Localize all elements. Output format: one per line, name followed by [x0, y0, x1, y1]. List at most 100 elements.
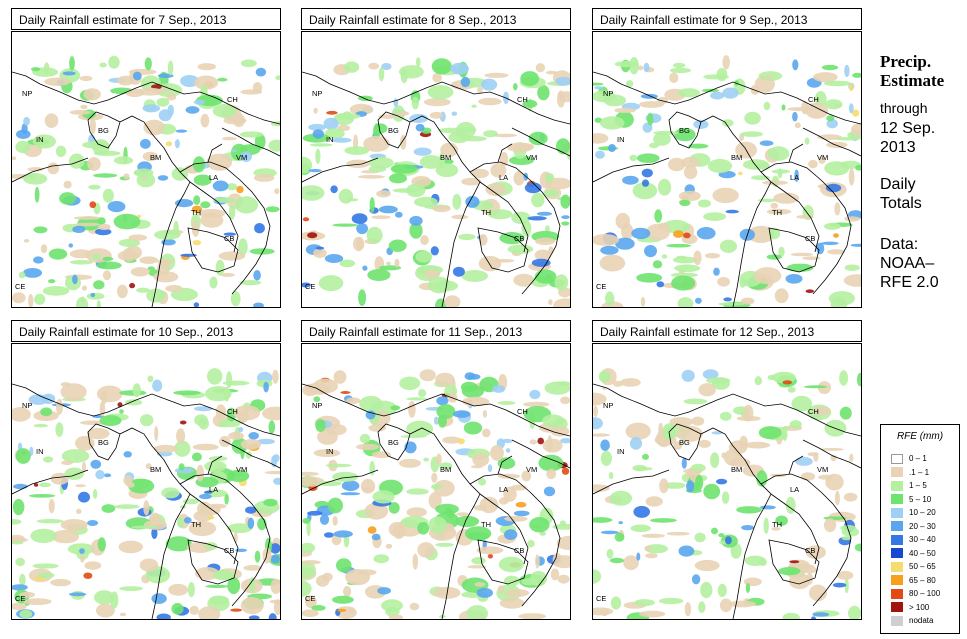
country-border: [377, 423, 411, 461]
rain-patch: [212, 569, 235, 581]
rain-patch: [102, 256, 114, 261]
rain-patch: [438, 127, 465, 134]
rain-patch: [332, 515, 338, 526]
country-border: [12, 383, 280, 437]
rain-patch: [409, 114, 428, 123]
country-label: VM: [817, 153, 828, 162]
legend-swatch: [891, 521, 903, 531]
rain-patch: [529, 439, 537, 445]
rain-patch: [96, 300, 101, 307]
rain-patch: [433, 480, 455, 497]
rain-patch: [430, 246, 439, 256]
rain-patch: [72, 274, 78, 285]
rain-patch: [145, 463, 152, 470]
panel-title: Daily Rainfall estimate for 11 Sep., 201…: [301, 320, 571, 342]
legend-label: 0 – 1: [909, 454, 927, 463]
country-label: VM: [526, 153, 537, 162]
rain-patch: [681, 369, 695, 382]
rain-patch: [174, 139, 180, 149]
country-label: LA: [209, 173, 218, 182]
rain-patch: [253, 270, 261, 281]
rain-patch: [31, 67, 41, 72]
rain-patch: [832, 582, 847, 588]
map-panel-sep7: Daily Rainfall estimate for 7 Sep., 2013…: [11, 8, 283, 308]
rain-patch: [194, 406, 213, 412]
rain-patch: [335, 113, 361, 120]
rain-patch: [151, 527, 158, 539]
rain-patch: [542, 189, 559, 197]
country-border: [768, 227, 820, 273]
rain-patch: [609, 557, 625, 564]
rain-patch: [790, 252, 814, 257]
rain-patch: [497, 585, 504, 594]
rain-patch: [827, 249, 845, 255]
rain-patch: [666, 243, 692, 248]
rain-patch: [451, 111, 458, 116]
rain-patch: [255, 67, 267, 77]
rain-patch: [113, 213, 141, 230]
rain-patch: [791, 395, 813, 412]
rain-patch: [189, 605, 199, 615]
rain-patch: [852, 72, 861, 78]
rain-patch: [153, 444, 178, 453]
rain-patch: [424, 269, 440, 279]
rain-patch: [523, 401, 550, 407]
rain-patch: [183, 517, 192, 524]
country-label: CB: [514, 546, 524, 555]
rain-patch: [789, 420, 802, 429]
rain-patch: [16, 129, 31, 139]
rain-patch: [270, 578, 280, 594]
country-label: CB: [805, 234, 815, 243]
rain-patch: [333, 530, 353, 538]
rain-patch: [703, 74, 729, 80]
rain-patch: [521, 220, 532, 237]
country-label: CH: [808, 407, 819, 416]
rain-patch: [389, 173, 407, 184]
rain-patch: [369, 197, 375, 213]
rain-patch: [548, 299, 553, 305]
rain-patch: [767, 146, 790, 161]
rain-patch: [102, 270, 112, 281]
rain-patch: [521, 578, 538, 586]
rain-patch: [161, 487, 180, 499]
country-border: [221, 127, 280, 157]
rain-patch: [123, 475, 133, 486]
rain-patch: [140, 138, 151, 149]
rain-patch: [147, 375, 154, 383]
rain-patch: [527, 539, 535, 548]
rain-patch: [754, 376, 762, 386]
rainfall-map-svg: NP CH IN BG BM VM LA TH CB CE: [593, 55, 861, 307]
rain-patch: [212, 103, 237, 118]
rain-patch: [802, 256, 821, 260]
rain-patch: [381, 63, 392, 70]
rain-patch: [501, 438, 513, 443]
rain-patch: [656, 281, 665, 288]
rain-patch: [428, 492, 442, 509]
panel-title: Daily Rainfall estimate for 12 Sep., 201…: [592, 320, 862, 342]
legend-item: 30 – 40: [891, 534, 936, 545]
end-date: 12 Sep. 2013: [880, 119, 935, 157]
rain-patch: [257, 438, 275, 445]
rainfall-map-svg: NP CH IN BG BM VM LA TH CB CE: [302, 369, 570, 619]
rain-patch: [60, 383, 87, 401]
rain-patch: [55, 422, 64, 437]
rain-patch: [213, 197, 236, 203]
rain-patch: [50, 472, 69, 485]
rain-patch: [80, 104, 88, 110]
legend-label: 20 – 30: [909, 521, 936, 531]
rain-patch: [625, 80, 634, 88]
rain-patch: [367, 269, 391, 281]
rain-patch: [423, 457, 429, 462]
rain-patch: [542, 414, 565, 428]
rain-patch: [333, 370, 347, 384]
legend-swatch: [891, 588, 903, 599]
rain-patch: [319, 514, 330, 525]
legend-swatch: [891, 480, 903, 491]
country-label: CB: [224, 234, 234, 243]
rain-patch: [222, 136, 237, 141]
rain-patch: [228, 431, 244, 440]
rain-patch: [240, 151, 253, 162]
legend-item: 10 – 20: [891, 507, 936, 518]
rain-patch: [343, 586, 352, 597]
rain-patch: [841, 536, 852, 541]
